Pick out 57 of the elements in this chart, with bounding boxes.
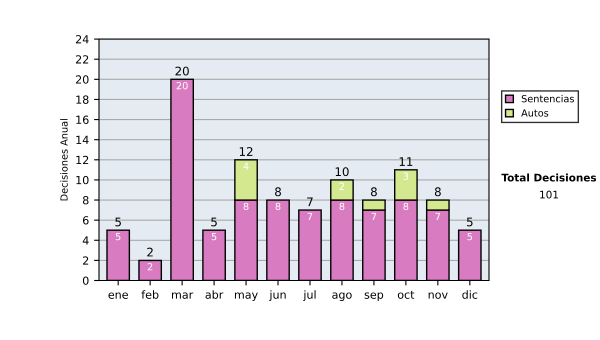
x-tick-label: oct — [398, 290, 414, 299]
total-label: 20 — [175, 66, 189, 76]
y-tick-label: 6 — [82, 216, 89, 225]
total-label: 5 — [115, 218, 121, 226]
total-label: 11 — [400, 157, 412, 166]
y-tick-label: 18 — [76, 95, 89, 104]
x-tick-label: ago — [332, 292, 352, 301]
total-label: 8 — [370, 187, 377, 196]
x-tick-label: dic — [462, 290, 478, 299]
x-tick-label: jun — [269, 290, 286, 301]
data-label: 2 — [148, 263, 152, 270]
y-tick-label: 22 — [76, 55, 88, 64]
y-tick-label: 20 — [76, 75, 89, 84]
x-tick-label: feb — [142, 290, 158, 299]
x-tick-label: nov — [428, 292, 448, 299]
data-label: 5 — [116, 233, 120, 240]
x-tick-label: may — [234, 292, 258, 301]
data-label: 20 — [176, 82, 188, 90]
y-tick-label: 4 — [82, 236, 89, 244]
y-tick-label: 0 — [82, 276, 89, 285]
y-tick-label: 24 — [76, 35, 89, 44]
legend-label: Autos — [521, 109, 548, 117]
y-axis-title: Decisiones Anual — [60, 119, 68, 200]
data-label: 5 — [212, 233, 216, 240]
total-label: 8 — [434, 187, 441, 196]
x-tick-label: abr — [206, 290, 224, 299]
data-label: 8 — [403, 202, 408, 210]
y-tick-label: 12 — [76, 156, 88, 164]
data-label: 8 — [276, 202, 280, 210]
total-label: 12 — [240, 147, 252, 156]
x-tick-label: sep — [364, 292, 384, 301]
y-tick-label: 14 — [76, 136, 89, 144]
data-label: 7 — [372, 212, 376, 220]
y-tick-label: 8 — [82, 196, 89, 204]
y-tick-label: 2 — [83, 256, 88, 265]
data-label: 3 — [404, 172, 408, 180]
x-tick-label: ene — [108, 292, 128, 299]
total-label: 5 — [466, 218, 473, 226]
text: Total Decisiones — [501, 173, 596, 182]
total-label: 10 — [336, 167, 349, 176]
data-label: 7 — [308, 212, 312, 220]
data-label: 4 — [243, 162, 249, 170]
text: 101 — [540, 190, 558, 199]
x-tick-label: mar — [172, 292, 194, 299]
data-label: 8 — [244, 202, 248, 210]
y-tick-label: 10 — [76, 176, 89, 184]
data-label: 5 — [467, 233, 472, 240]
data-label: 2 — [340, 182, 344, 190]
data-label: 8 — [340, 202, 344, 210]
total-label: 8 — [275, 187, 281, 196]
legend-label: Sentencias — [522, 94, 574, 102]
y-tick-label: 16 — [76, 116, 89, 124]
total-label: 5 — [211, 218, 217, 226]
total-label: 2 — [147, 248, 153, 256]
data-label: 7 — [436, 212, 440, 220]
x-tick-label: jul — [303, 290, 316, 301]
total-label: 7 — [307, 198, 313, 206]
